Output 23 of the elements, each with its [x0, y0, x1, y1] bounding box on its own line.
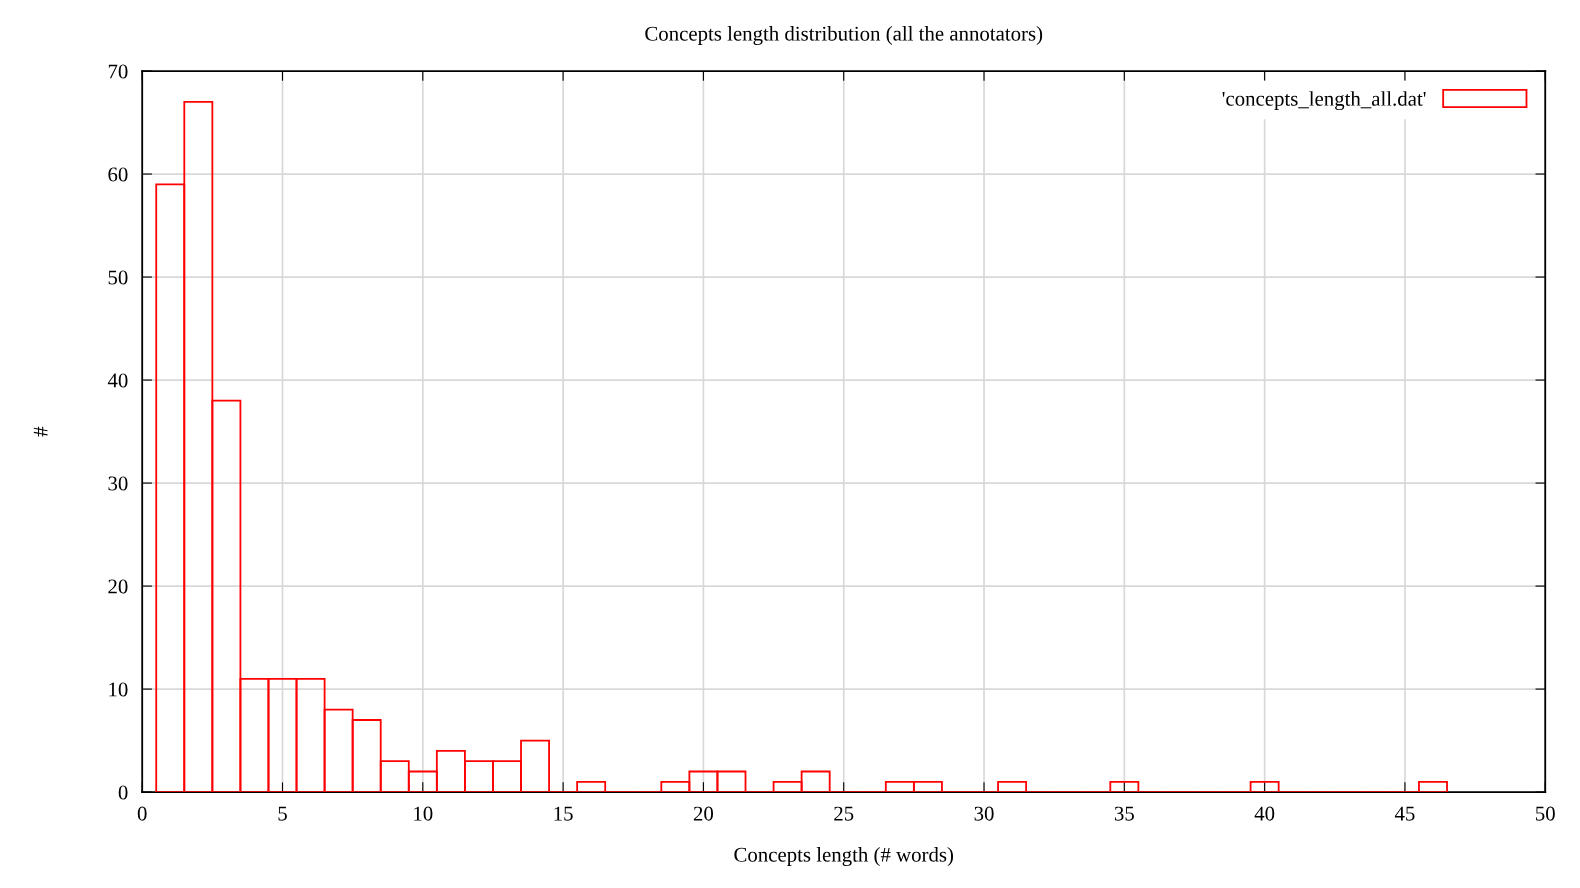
x-tick-label: 10 — [414, 806, 433, 821]
y-tick-label: 30 — [108, 476, 128, 491]
x-tick-label: 15 — [554, 806, 573, 821]
x-tick-label: 0 — [137, 806, 147, 821]
y-tick-label: 20 — [108, 579, 128, 594]
x-tick-label: 40 — [1254, 806, 1275, 821]
x-tick-label: 25 — [834, 806, 854, 821]
chart-title: Concepts length distribution (all the annotators) — [645, 26, 1043, 45]
x-tick-label: 50 — [1536, 806, 1555, 821]
y-tick-label: 10 — [109, 682, 128, 697]
y-tick-label: 0 — [118, 785, 128, 800]
x-tick-label: 35 — [1114, 806, 1134, 821]
x-tick-label: 20 — [693, 806, 714, 821]
y-tick-label: 70 — [108, 64, 128, 79]
y-tick-label: 40 — [107, 373, 128, 388]
y-tick-label: 50 — [108, 270, 128, 285]
y-axis-title: # — [33, 426, 48, 437]
x-axis-title: Concepts length (# words) — [734, 847, 954, 867]
x-tick-label: 30 — [974, 806, 994, 821]
legend-label: 'concepts_length_all.dat' — [1222, 91, 1426, 111]
y-tick-label: 60 — [108, 167, 128, 182]
x-tick-label: 45 — [1394, 806, 1415, 821]
x-tick-label: 5 — [278, 806, 287, 821]
